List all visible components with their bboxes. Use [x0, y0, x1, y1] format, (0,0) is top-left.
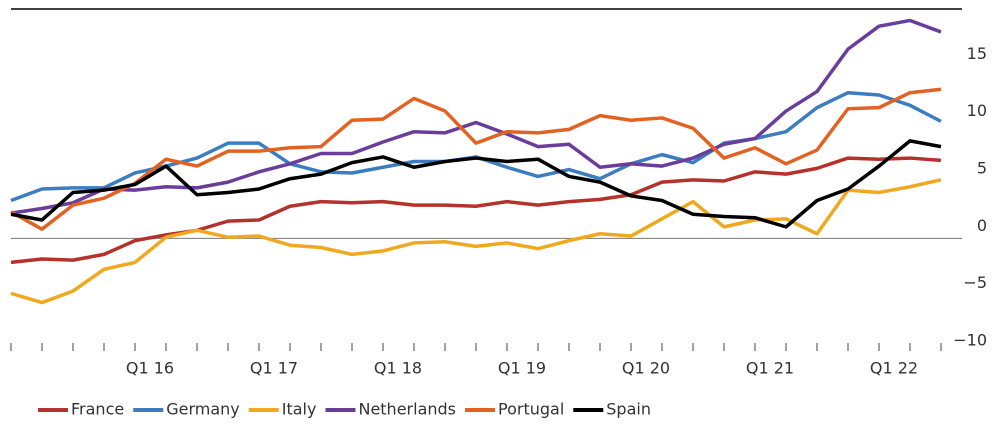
y-tick-label: 15: [967, 44, 987, 63]
x-tick-label: Q1 16: [126, 359, 174, 378]
legend-label: Netherlands: [358, 400, 456, 419]
legend-label: Portugal: [498, 400, 564, 419]
x-tick-label: Q1 19: [498, 359, 546, 378]
series-line: [10, 139, 942, 229]
y-tick-label: 5: [977, 159, 987, 178]
series-line: [10, 18, 942, 215]
x-tick-label: Q1 20: [622, 359, 670, 378]
series-line: [10, 156, 942, 265]
x-tick-label: Q1 17: [250, 359, 298, 378]
legend-label: France: [71, 400, 124, 419]
series-line: [10, 90, 942, 203]
y-tick-label: −5: [963, 273, 987, 292]
legend-label: Italy: [282, 400, 317, 419]
y-tick-label: 0: [977, 216, 987, 235]
x-tick-label: Q1 18: [374, 359, 422, 378]
y-tick-label: 10: [967, 101, 987, 120]
x-tick-label: Q1 22: [870, 359, 918, 378]
series-line: [10, 178, 942, 305]
series-line: [10, 87, 942, 231]
y-tick-label: −10: [953, 331, 987, 350]
x-tick-label: Q1 21: [746, 359, 794, 378]
legend-label: Germany: [166, 400, 240, 419]
legend-label: Spain: [606, 400, 651, 419]
